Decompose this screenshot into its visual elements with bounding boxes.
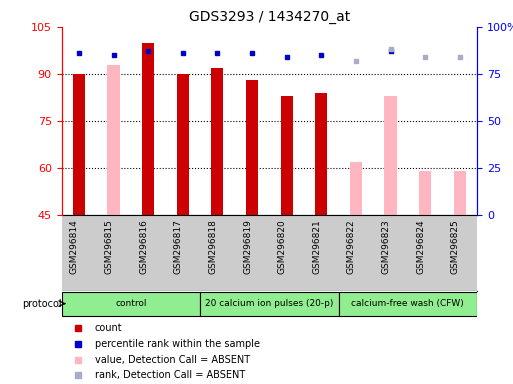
Text: GSM296818: GSM296818: [208, 219, 218, 274]
Text: 20 calcium ion pulses (20-p): 20 calcium ion pulses (20-p): [205, 299, 333, 308]
Text: GSM296822: GSM296822: [347, 219, 356, 273]
Bar: [176, 74, 189, 215]
Text: GSM296823: GSM296823: [382, 219, 390, 274]
Bar: [142, 43, 154, 215]
Text: GSM296816: GSM296816: [139, 219, 148, 274]
Bar: [200, 292, 339, 316]
Text: GSM296814: GSM296814: [70, 219, 79, 274]
Bar: [107, 65, 120, 215]
Text: GSM296819: GSM296819: [243, 219, 252, 274]
Bar: [315, 93, 327, 215]
Bar: [211, 68, 224, 215]
Text: GSM296825: GSM296825: [451, 219, 460, 274]
Text: percentile rank within the sample: percentile rank within the sample: [95, 339, 260, 349]
Text: protocol: protocol: [22, 299, 62, 309]
Text: GSM296821: GSM296821: [312, 219, 321, 274]
Text: control: control: [115, 299, 147, 308]
Text: calcium-free wash (CFW): calcium-free wash (CFW): [351, 299, 464, 308]
Text: GSM296820: GSM296820: [278, 219, 287, 274]
Text: GSM296815: GSM296815: [105, 219, 113, 274]
Text: count: count: [95, 323, 123, 333]
Text: value, Detection Call = ABSENT: value, Detection Call = ABSENT: [95, 355, 250, 365]
Bar: [339, 292, 477, 316]
Bar: [384, 96, 397, 215]
Bar: [73, 74, 85, 215]
Bar: [62, 292, 200, 316]
Text: GSM296817: GSM296817: [174, 219, 183, 274]
Bar: [453, 171, 466, 215]
Bar: [419, 171, 431, 215]
Title: GDS3293 / 1434270_at: GDS3293 / 1434270_at: [189, 10, 350, 25]
Bar: [350, 162, 362, 215]
Text: rank, Detection Call = ABSENT: rank, Detection Call = ABSENT: [95, 370, 245, 380]
Bar: [246, 80, 258, 215]
Bar: [281, 96, 293, 215]
Text: GSM296824: GSM296824: [416, 219, 425, 273]
